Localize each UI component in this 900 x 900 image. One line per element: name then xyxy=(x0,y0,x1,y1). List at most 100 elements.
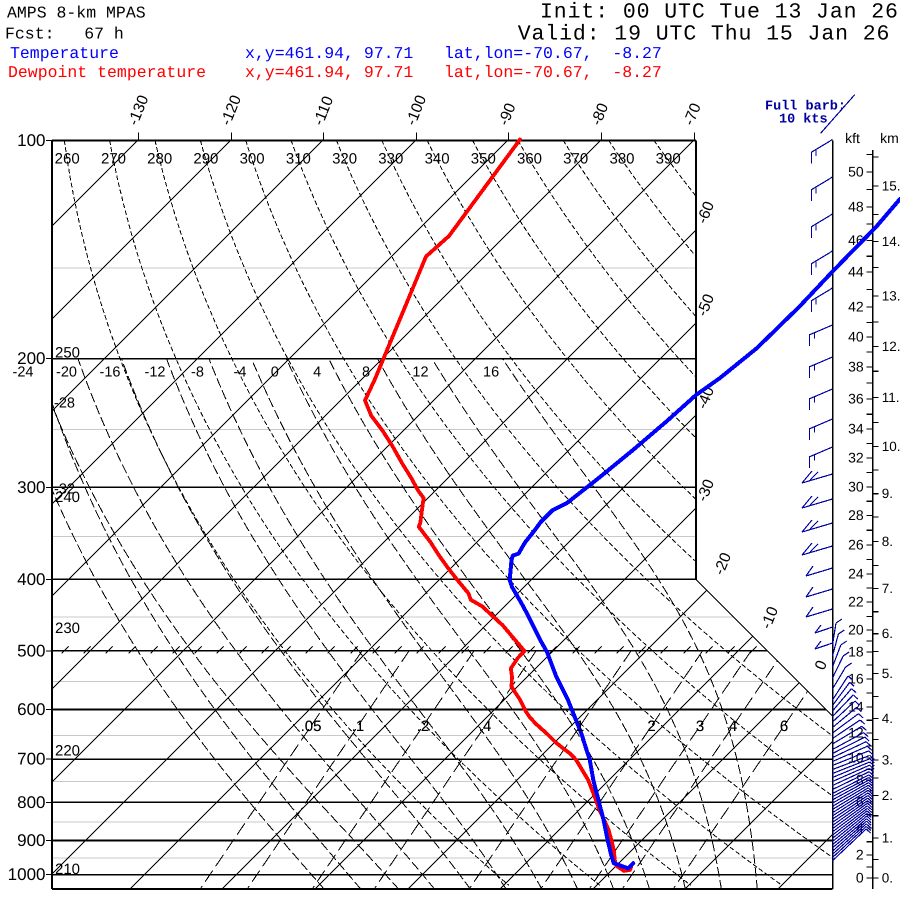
svg-text:Dewpoint temperature: Dewpoint temperature xyxy=(8,63,206,82)
svg-text:.4: .4 xyxy=(479,718,492,735)
svg-text:4: 4 xyxy=(313,365,321,381)
svg-text:36: 36 xyxy=(848,391,864,407)
svg-text:50: 50 xyxy=(848,164,864,180)
svg-text:34: 34 xyxy=(848,421,864,437)
svg-text:0: 0 xyxy=(271,365,279,381)
svg-text:100: 100 xyxy=(17,131,45,150)
svg-text:290: 290 xyxy=(193,151,218,168)
svg-text:10.: 10. xyxy=(882,439,900,454)
svg-text:800: 800 xyxy=(17,793,45,812)
svg-text:30: 30 xyxy=(848,479,864,495)
svg-text:lat,lon=-70.67, -8.27: lat,lon=-70.67, -8.27 xyxy=(444,44,662,63)
svg-text:2.: 2. xyxy=(882,788,893,803)
svg-text:3.: 3. xyxy=(882,752,893,767)
svg-text:700: 700 xyxy=(17,750,45,769)
svg-text:km: km xyxy=(880,130,899,146)
svg-text:11.: 11. xyxy=(882,390,900,405)
svg-text:-28: -28 xyxy=(54,396,75,412)
svg-text:600: 600 xyxy=(17,700,45,719)
svg-text:320: 320 xyxy=(332,151,357,168)
svg-text:-20: -20 xyxy=(56,365,77,381)
svg-text:-4: -4 xyxy=(234,365,247,381)
svg-text:360: 360 xyxy=(517,151,542,168)
svg-text:8: 8 xyxy=(362,365,370,381)
svg-text:-8: -8 xyxy=(191,365,204,381)
svg-text:12.: 12. xyxy=(882,339,900,354)
svg-text:330: 330 xyxy=(378,151,403,168)
svg-text:4: 4 xyxy=(729,718,737,735)
svg-text:260: 260 xyxy=(55,151,80,168)
svg-text:350: 350 xyxy=(471,151,496,168)
svg-text:.1: .1 xyxy=(352,718,365,735)
svg-text:310: 310 xyxy=(286,151,311,168)
svg-text:.2: .2 xyxy=(417,718,430,735)
svg-text:900: 900 xyxy=(17,831,45,850)
svg-text:2: 2 xyxy=(856,847,864,863)
svg-text:300: 300 xyxy=(240,151,265,168)
svg-text:7.: 7. xyxy=(882,581,893,596)
svg-text:.1: .1 xyxy=(352,718,365,735)
svg-text:48: 48 xyxy=(848,199,864,215)
svg-text:-12: -12 xyxy=(145,365,166,381)
svg-text:3: 3 xyxy=(696,718,704,735)
svg-text:x,y=461.94, 97.71: x,y=461.94, 97.71 xyxy=(245,44,413,63)
svg-text:8.: 8. xyxy=(882,534,893,549)
svg-text:40: 40 xyxy=(848,329,864,345)
svg-text:340: 340 xyxy=(425,151,450,168)
svg-text:38: 38 xyxy=(848,359,864,375)
svg-text:lat,lon=-70.67, -8.27: lat,lon=-70.67, -8.27 xyxy=(444,63,662,82)
svg-text:6: 6 xyxy=(780,718,788,735)
svg-text:2: 2 xyxy=(647,718,655,735)
svg-text:12: 12 xyxy=(412,365,428,381)
svg-text:6.: 6. xyxy=(882,626,893,641)
svg-text:-16: -16 xyxy=(100,365,121,381)
svg-text:AMPS 8-km MPAS: AMPS 8-km MPAS xyxy=(7,4,146,23)
svg-text:10 kts: 10 kts xyxy=(779,113,828,128)
svg-text:24: 24 xyxy=(848,566,864,582)
svg-text:400: 400 xyxy=(17,570,45,589)
svg-text:16: 16 xyxy=(848,671,864,687)
svg-text:-24: -24 xyxy=(13,365,34,381)
svg-text:380: 380 xyxy=(609,151,634,168)
svg-text:16: 16 xyxy=(483,365,499,381)
svg-text:370: 370 xyxy=(563,151,588,168)
svg-text:22: 22 xyxy=(848,594,864,610)
svg-text:500: 500 xyxy=(17,641,45,660)
svg-text:.2: .2 xyxy=(417,718,430,735)
svg-text:Full barb:: Full barb: xyxy=(765,100,846,115)
svg-text:26: 26 xyxy=(848,537,864,553)
svg-text:.4: .4 xyxy=(479,718,492,735)
svg-text:1.: 1. xyxy=(882,830,893,845)
svg-text:1000: 1000 xyxy=(8,865,46,884)
svg-text:4: 4 xyxy=(729,718,737,735)
svg-text:3: 3 xyxy=(696,718,704,735)
svg-text:280: 280 xyxy=(147,151,172,168)
svg-text:0.: 0. xyxy=(882,870,893,885)
svg-text:2: 2 xyxy=(647,718,655,735)
svg-text:15.: 15. xyxy=(882,178,900,193)
svg-text:42: 42 xyxy=(848,299,864,315)
svg-text:kft: kft xyxy=(845,130,860,146)
svg-text:44: 44 xyxy=(848,264,864,280)
svg-text:13.: 13. xyxy=(882,288,900,303)
svg-text:250: 250 xyxy=(55,345,80,362)
svg-text:.05: .05 xyxy=(301,718,322,735)
svg-text:.05: .05 xyxy=(301,718,322,735)
svg-text:200: 200 xyxy=(17,349,45,368)
svg-text:1: 1 xyxy=(576,718,584,735)
svg-text:Valid: 19 UTC Thu 15 Jan 26: Valid: 19 UTC Thu 15 Jan 26 xyxy=(518,23,891,47)
svg-text:12: 12 xyxy=(848,725,864,741)
svg-text:18: 18 xyxy=(848,644,864,660)
svg-text:0: 0 xyxy=(856,869,864,885)
svg-text:9.: 9. xyxy=(882,486,893,501)
svg-text:14.: 14. xyxy=(882,234,900,249)
svg-text:6: 6 xyxy=(780,718,788,735)
svg-text:300: 300 xyxy=(17,478,45,497)
svg-text:210: 210 xyxy=(55,861,80,878)
svg-text:20: 20 xyxy=(848,622,864,638)
svg-text:28: 28 xyxy=(848,507,864,523)
svg-text:4.: 4. xyxy=(882,711,893,726)
svg-text:x,y=461.94, 97.71: x,y=461.94, 97.71 xyxy=(245,63,413,82)
svg-text:5.: 5. xyxy=(882,666,893,681)
svg-text:Init: 00 UTC Tue 13 Jan 26: Init: 00 UTC Tue 13 Jan 26 xyxy=(540,1,899,25)
